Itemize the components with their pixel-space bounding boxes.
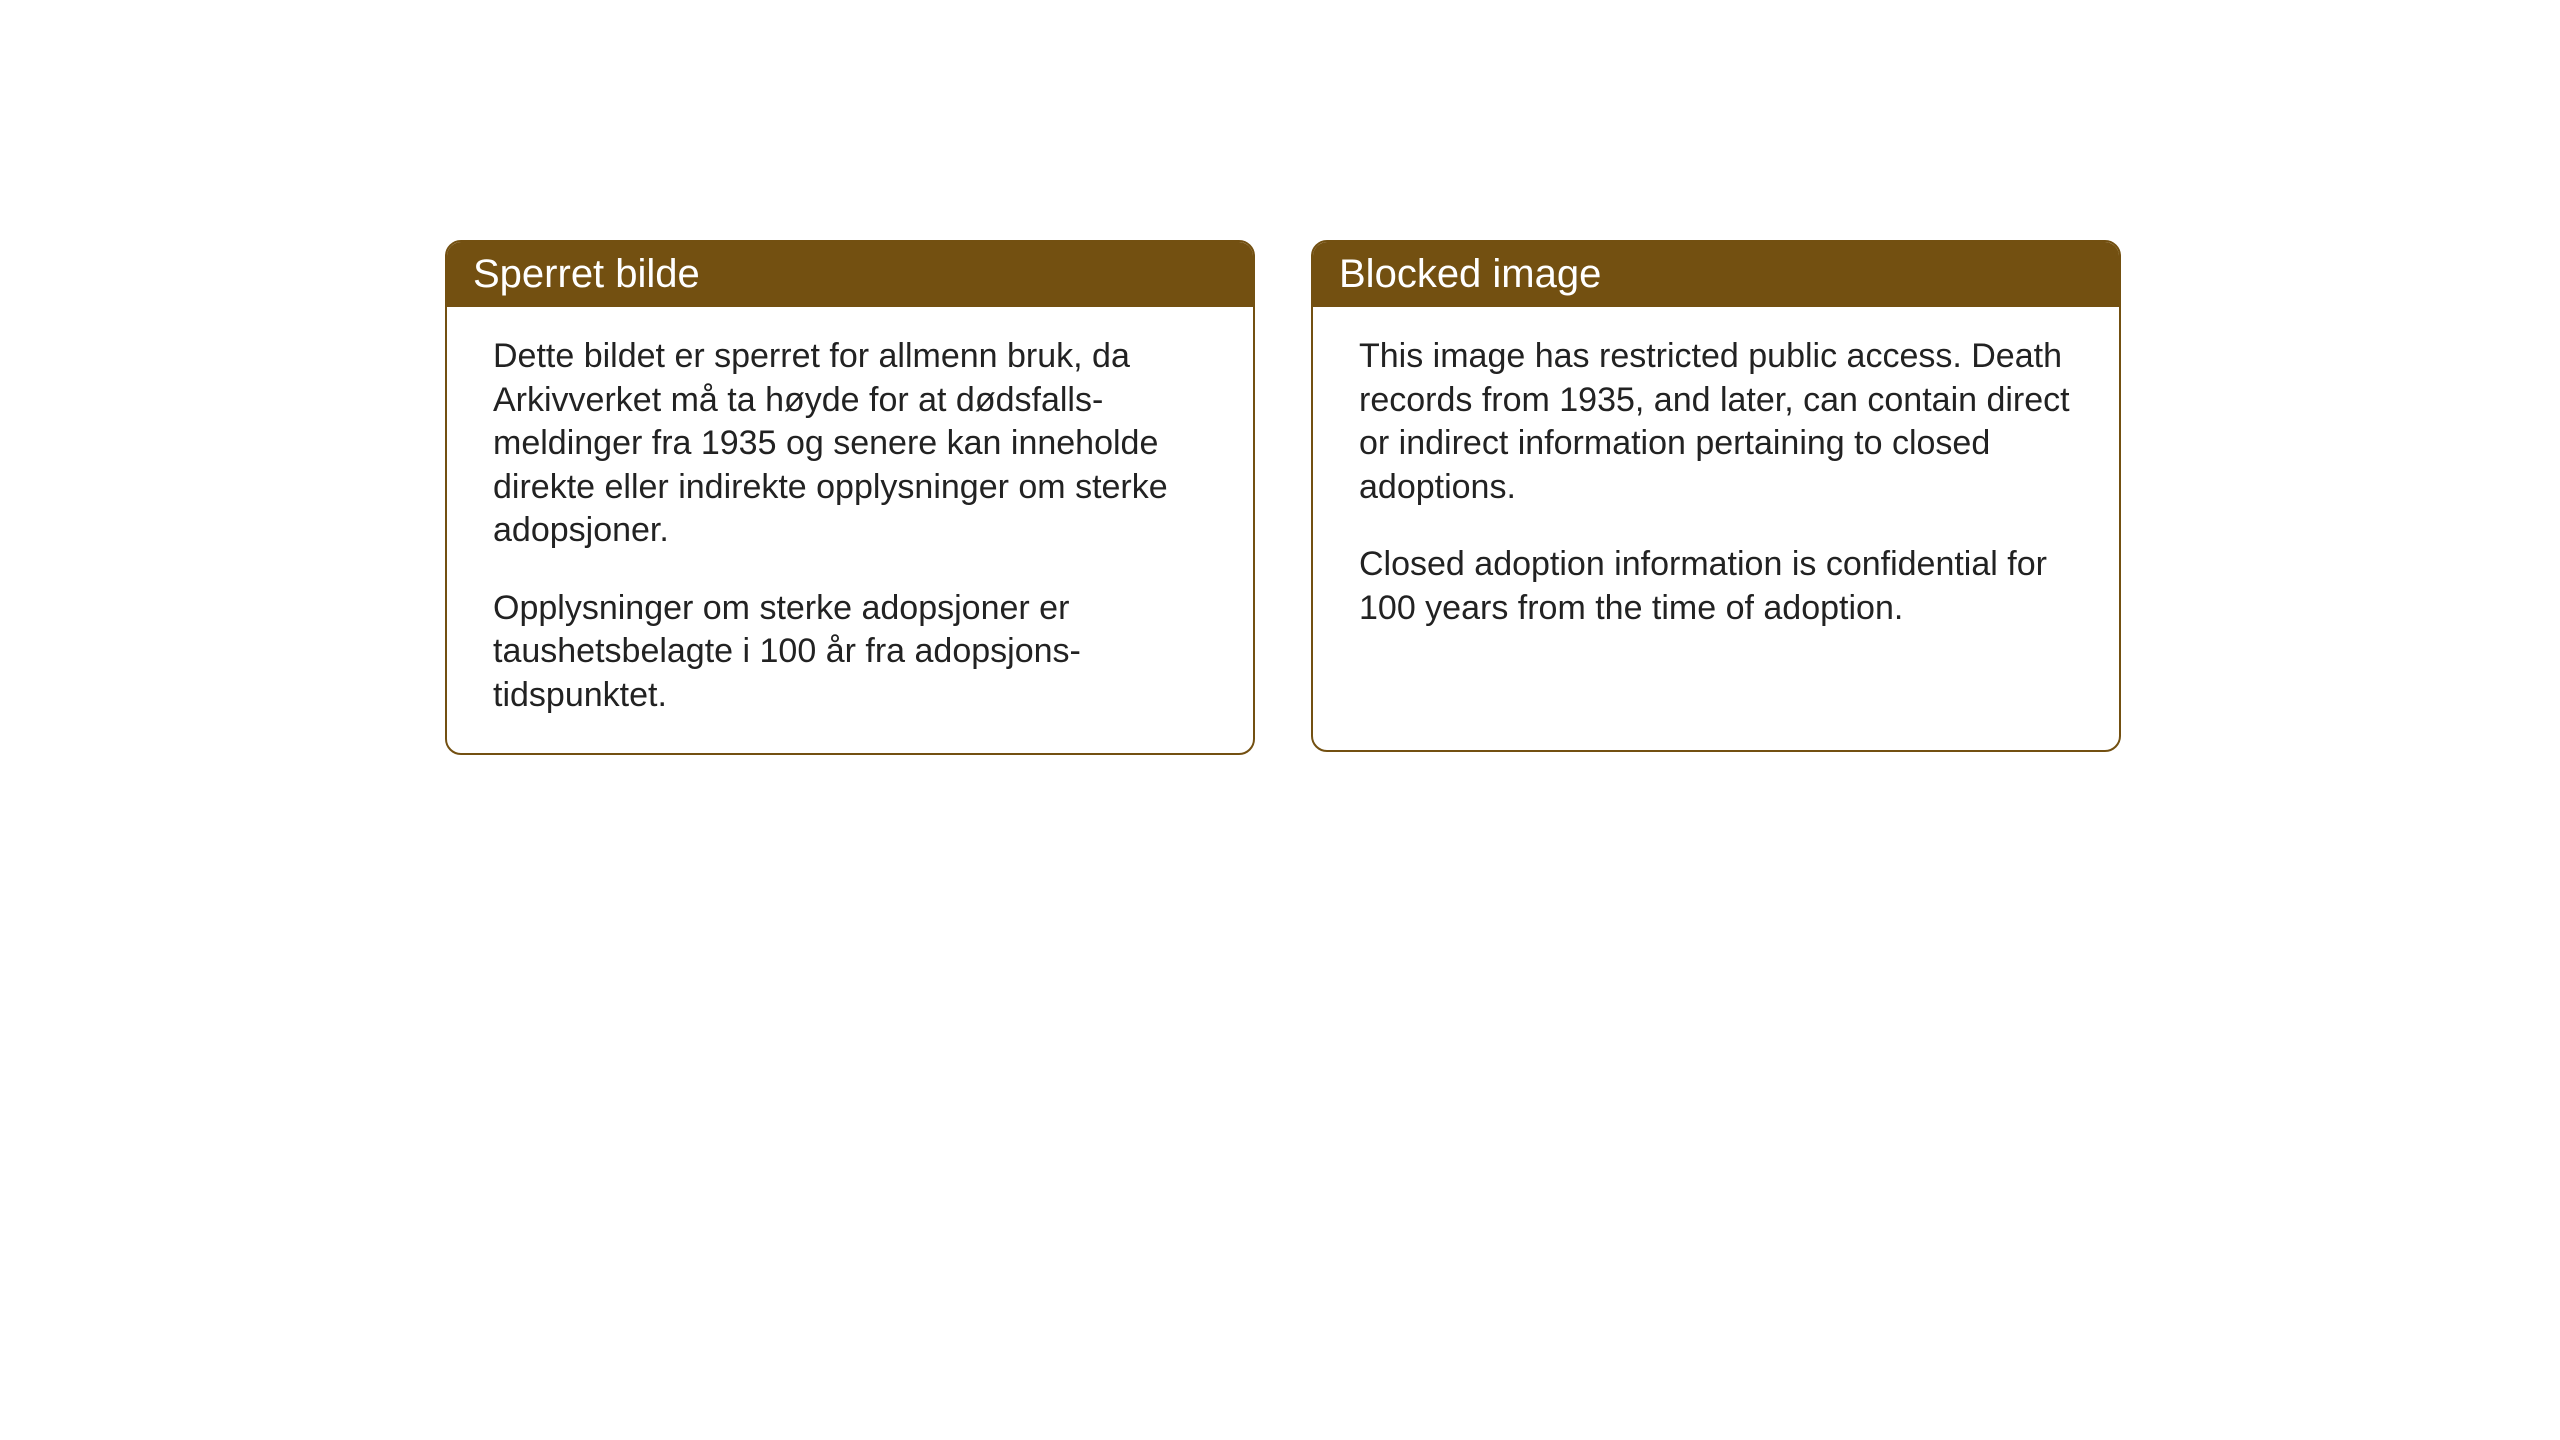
card-body-norwegian: Dette bildet er sperret for allmenn bruk… [447,307,1253,753]
card-paragraph-1-norwegian: Dette bildet er sperret for allmenn bruk… [493,335,1207,553]
card-header-english: Blocked image [1313,242,2119,307]
notice-card-norwegian: Sperret bilde Dette bildet er sperret fo… [445,240,1255,755]
card-paragraph-1-english: This image has restricted public access.… [1359,335,2073,509]
card-body-english: This image has restricted public access.… [1313,307,2119,666]
card-header-norwegian: Sperret bilde [447,242,1253,307]
notice-container: Sperret bilde Dette bildet er sperret fo… [445,240,2121,755]
card-title-norwegian: Sperret bilde [473,252,700,296]
card-paragraph-2-norwegian: Opplysninger om sterke adopsjoner er tau… [493,587,1207,718]
card-title-english: Blocked image [1339,252,1601,296]
card-paragraph-2-english: Closed adoption information is confident… [1359,543,2073,630]
notice-card-english: Blocked image This image has restricted … [1311,240,2121,752]
